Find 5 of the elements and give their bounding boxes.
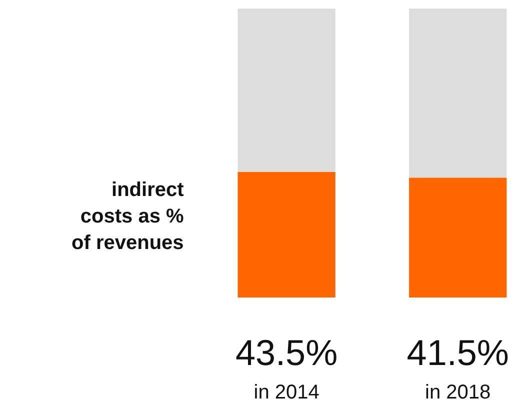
x-tick-label: in 2014 bbox=[254, 381, 320, 404]
x-tick-label: in 2018 bbox=[425, 381, 491, 404]
data-label: 41.5% bbox=[406, 332, 509, 373]
data-label: 43.5% bbox=[236, 332, 338, 373]
text: indirect costs as % of revenues bbox=[72, 179, 184, 254]
